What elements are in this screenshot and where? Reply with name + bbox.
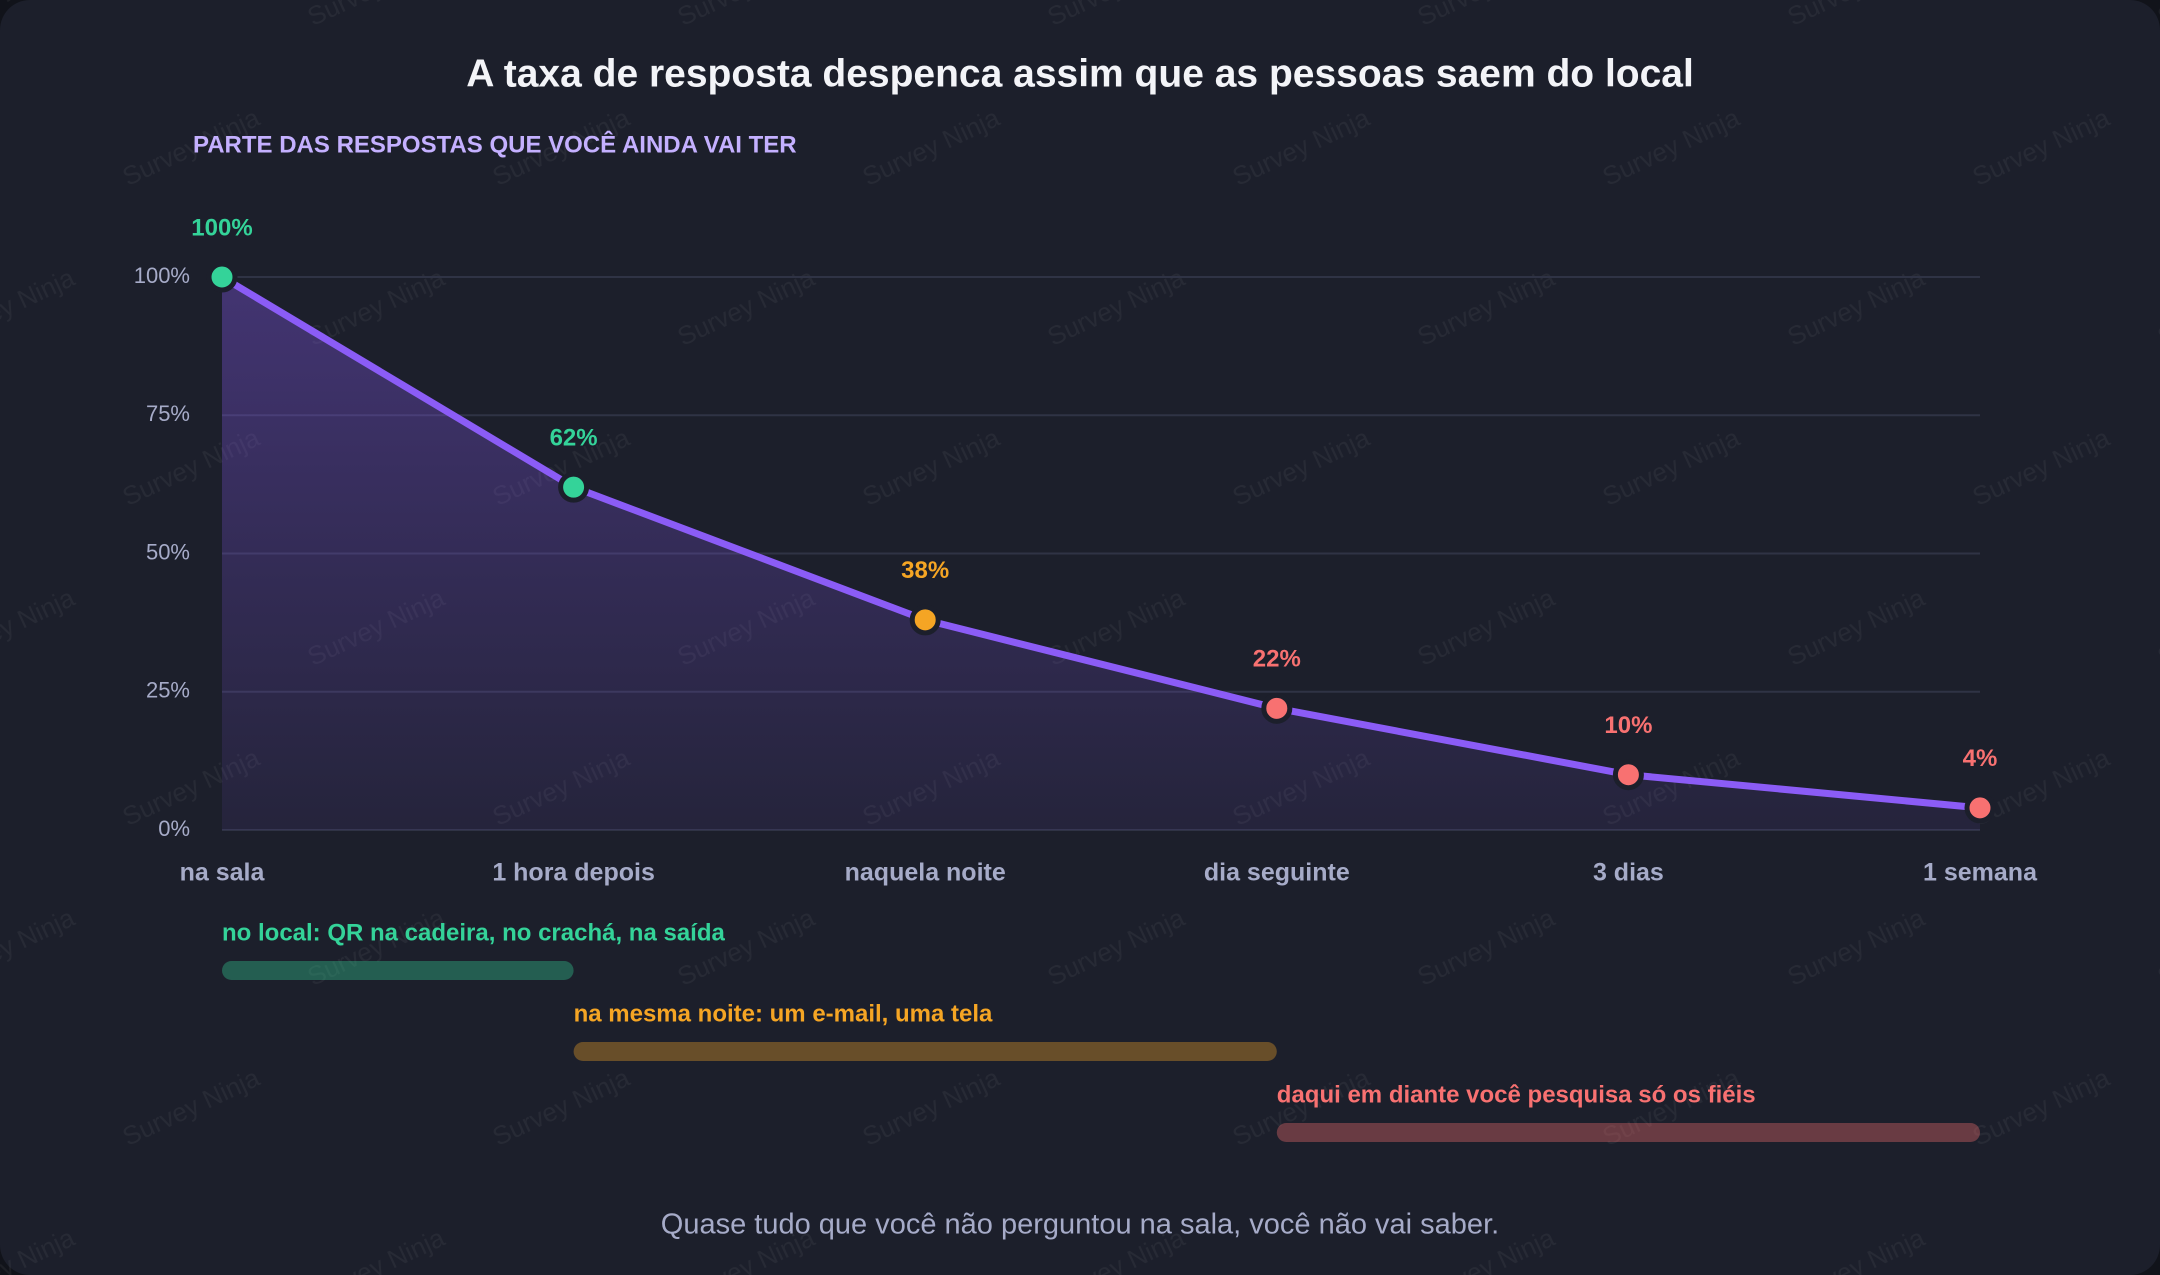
y-tick-label: 0%: [158, 816, 190, 841]
y-tick-label: 25%: [146, 678, 190, 703]
x-tick-label: 1 semana: [1923, 859, 2038, 887]
annotation-label: daqui em diante você pesquisa só os fiéi…: [1277, 1081, 1756, 1108]
x-tick-label: na sala: [180, 859, 266, 887]
x-tick-label: naquela noite: [845, 859, 1006, 887]
x-tick-label: 1 hora depois: [492, 859, 655, 887]
footnote: Quase tudo que você não perguntou na sal…: [661, 1209, 1499, 1241]
y-tick-label: 75%: [146, 401, 190, 426]
annotation-bar: [573, 1042, 1277, 1061]
annotation-label: na mesma noite: um e-mail, uma tela: [574, 1000, 993, 1027]
data-point: [1612, 759, 1644, 791]
chart-title: A taxa de resposta despenca assim que as…: [466, 52, 1694, 95]
y-tick-label: 100%: [134, 263, 190, 288]
annotation-bar: [222, 961, 574, 980]
data-point: [558, 471, 590, 503]
value-label: 22%: [1253, 646, 1301, 673]
chart-subtitle: PARTE DAS RESPOSTAS QUE VOCÊ AINDA VAI T…: [193, 130, 797, 158]
annotation-bar: [1276, 1123, 1980, 1142]
x-tick-label: dia seguinte: [1204, 859, 1350, 887]
value-label: 4%: [1963, 745, 1998, 772]
data-point: [909, 604, 941, 636]
x-tick-label: 3 dias: [1593, 859, 1664, 887]
line: [220, 273, 1981, 812]
data-point: [206, 261, 238, 293]
annotation-label: no local: QR na cadeira, no crachá, na s…: [222, 919, 725, 946]
value-label: 62%: [550, 424, 598, 451]
y-tick-label: 50%: [146, 539, 190, 564]
area: [222, 277, 1980, 830]
value-label: 10%: [1604, 712, 1652, 739]
value-label: 100%: [191, 214, 252, 241]
data-point: [1261, 692, 1293, 724]
value-label: 38%: [901, 557, 949, 584]
data-point: [1964, 792, 1996, 824]
